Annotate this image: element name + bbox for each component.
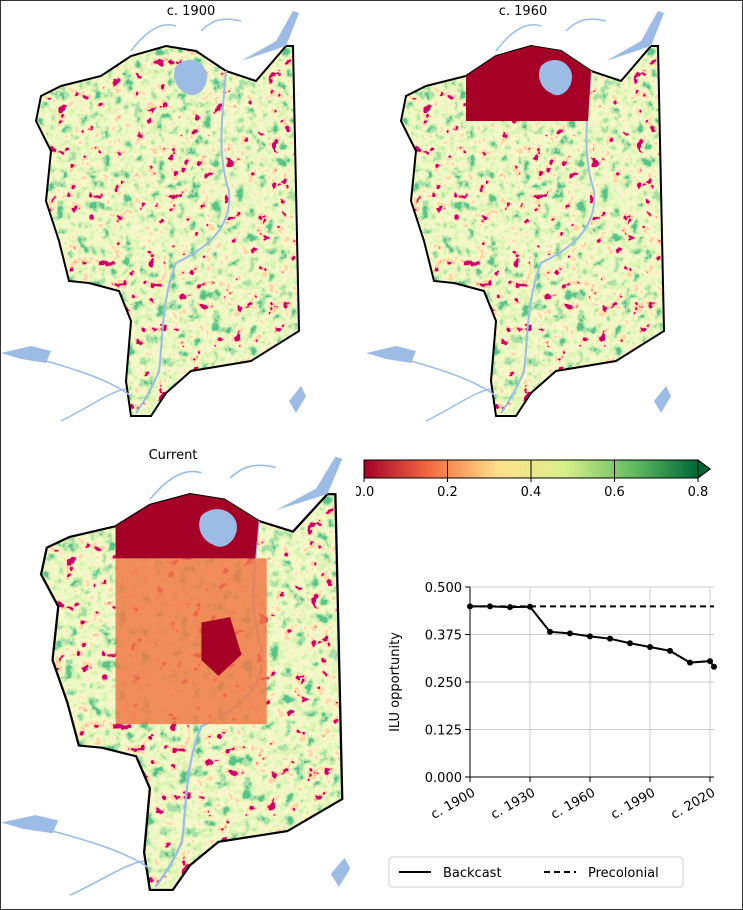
backcast-point [627, 640, 633, 647]
map-1900 [1, 1, 321, 441]
colorbar-frame [363, 459, 711, 479]
legend-backcast-label: Backcast [443, 866, 502, 881]
y-tick-label: 0.375 [425, 629, 462, 644]
colorbar-extend-arrow [697, 459, 711, 479]
backcast-point [467, 603, 473, 610]
backcast-point [587, 633, 593, 640]
colorbar-tick-label: 0.4 [521, 485, 542, 500]
colorbar-tick-label: 0.6 [604, 485, 625, 500]
backcast-point [667, 647, 673, 654]
map-title-current: Current [148, 448, 198, 463]
backcast-point [527, 603, 533, 610]
backcast-point [647, 644, 653, 651]
y-tick-label: 0.125 [425, 724, 462, 739]
backcast-line [470, 605, 715, 668]
y-tick-label: 0.500 [425, 581, 462, 596]
y-axis-label: ILU opportunity [388, 632, 403, 732]
backcast-point [711, 663, 717, 670]
x-tick-label: c. 2020 [668, 785, 718, 822]
backcast-point [687, 659, 693, 666]
x-tick-label: c. 1930 [488, 785, 538, 822]
backcast-point [507, 604, 513, 611]
legend-precolonial-label: Precolonial [588, 866, 659, 881]
colorbar-tick-label: 0.2 [437, 485, 458, 500]
map-1960 [366, 1, 686, 441]
y-tick-label: 0.250 [425, 676, 462, 691]
legend-box [388, 856, 684, 888]
map-title-1960: c. 1960 [498, 4, 548, 19]
map-title-1900: c. 1900 [166, 4, 216, 19]
line-chart: c. 1900 c. 1930 c. 1960 c. 1990 c. 2020 0.000… [388, 581, 718, 888]
map-current [1, 446, 356, 906]
colorbar-tick-label: 0.0 [356, 485, 374, 500]
degraded-region [115, 494, 259, 559]
colorbar-tick-label: 0.8 [688, 485, 709, 500]
backcast-point [547, 628, 553, 635]
degraded-region [466, 46, 591, 121]
colorbar: 0.0 0.2 0.4 0.6 0.8 [356, 459, 711, 500]
x-tick-label: c. 1960 [548, 785, 598, 822]
backcast-point [567, 630, 573, 637]
backcast-point [487, 603, 493, 610]
backcast-point [607, 635, 613, 642]
y-tick-label: 0.000 [425, 771, 462, 786]
backcast-point [707, 658, 713, 665]
orange-band [115, 558, 267, 725]
x-tick-label: c. 1990 [608, 785, 658, 822]
red-patch [201, 617, 242, 676]
x-tick-label: c. 1900 [428, 785, 478, 822]
